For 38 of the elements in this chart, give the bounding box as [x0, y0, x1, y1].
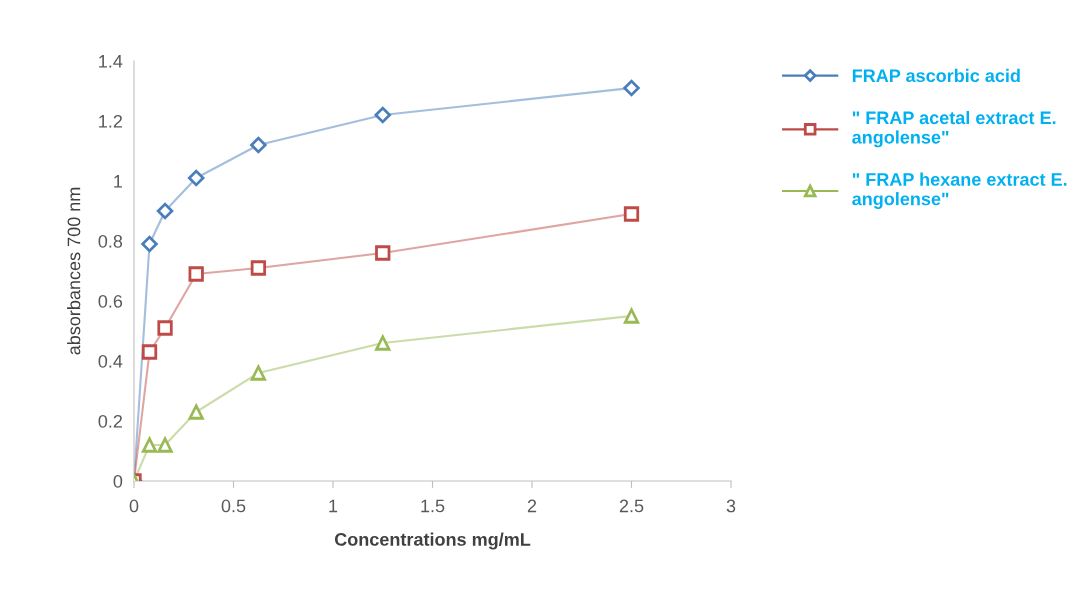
point	[250, 365, 267, 381]
legend-label: FRAP ascorbic acid	[852, 68, 1020, 83]
legend-label: " FRAP acetal extract E. angolense"	[852, 110, 1056, 148]
point	[623, 206, 640, 222]
point	[187, 169, 205, 187]
x-tick-label: 3	[726, 499, 736, 513]
point	[374, 106, 392, 124]
x-tick-label: 1	[329, 499, 338, 513]
y-tick-label: 0.2	[98, 414, 122, 428]
point	[141, 235, 158, 253]
point	[623, 79, 640, 97]
point	[188, 404, 204, 420]
point	[156, 202, 174, 220]
y-tick-label: 0.6	[98, 294, 123, 308]
x-tick-label: 0	[129, 499, 139, 513]
x-tick-label: 0.5	[221, 499, 246, 513]
point	[188, 266, 204, 282]
point	[623, 308, 640, 324]
y-tick-label: 0.4	[98, 354, 123, 368]
legend-label: " FRAP hexane extract E. angolense"	[852, 172, 1067, 209]
x-axis-title: Concentrations mg/mL	[334, 532, 531, 550]
point	[141, 437, 158, 453]
point	[375, 335, 391, 351]
point	[141, 344, 158, 360]
y-tick-label: 1.4	[99, 55, 123, 68]
y-tick-label: 1	[114, 175, 123, 188]
point	[157, 437, 173, 453]
y-tick-label: 0	[113, 474, 123, 488]
x-tick-label: 2	[527, 499, 537, 513]
y-tick-label: 0.8	[98, 234, 123, 248]
y-tick-label: 1.2	[99, 114, 122, 128]
point	[250, 260, 267, 276]
point	[250, 136, 267, 154]
x-tick-label: 2.5	[619, 499, 644, 513]
point	[157, 320, 173, 336]
x-tick-label: 1.5	[421, 499, 445, 513]
point	[375, 245, 391, 261]
y-axis-title: absorbances 700 nm	[67, 187, 81, 355]
